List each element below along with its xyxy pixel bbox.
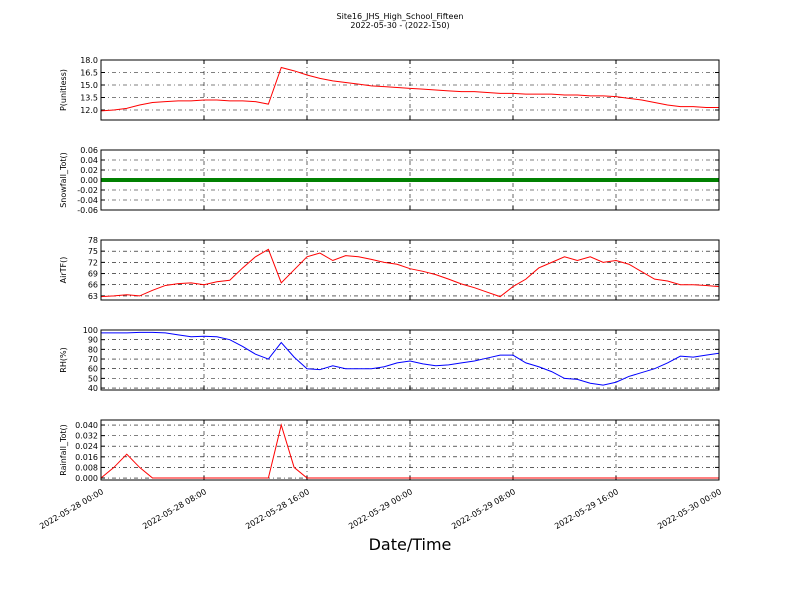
y-tick-label: 0.008 — [75, 463, 98, 472]
y-axis-label: Snowfall_Tot() — [59, 152, 68, 208]
series-line — [101, 66, 719, 112]
y-tick-label: 66 — [88, 281, 98, 290]
y-tick-label: 50 — [88, 374, 98, 383]
series-line — [101, 423, 719, 479]
chart-title: Site16_JHS_High_School_Fifteen — [337, 12, 464, 21]
y-tick-label: 0.04 — [80, 156, 98, 165]
chart-subtitle: 2022-05-30 - (2022-150) — [350, 21, 449, 30]
y-tick-label: 0.040 — [75, 421, 98, 430]
y-axis-label: P(unitless) — [59, 69, 68, 111]
y-tick-label: 63 — [88, 292, 98, 301]
y-tick-label: 0.024 — [75, 442, 98, 451]
plot-frame — [100, 149, 720, 211]
y-tick-label: 0.00 — [80, 176, 98, 185]
y-tick-label: 0.000 — [75, 474, 98, 483]
plot-frame — [100, 329, 720, 391]
y-tick-label: 40 — [88, 384, 98, 393]
y-tick-label: 75 — [88, 247, 98, 256]
y-tick-label: 80 — [88, 345, 98, 354]
y-tick-label: 13.5 — [80, 94, 98, 103]
plot-frame — [100, 419, 720, 481]
series-line — [101, 331, 719, 386]
y-tick-label: -0.06 — [77, 206, 98, 215]
y-tick-label: 69 — [88, 270, 98, 279]
plot-frame — [100, 59, 720, 121]
y-tick-label: 78 — [88, 236, 98, 245]
plot-frame — [100, 239, 720, 301]
y-tick-label: 100 — [83, 326, 98, 335]
y-tick-label: 70 — [88, 355, 98, 364]
y-tick-label: 72 — [88, 258, 98, 267]
y-tick-label: -0.04 — [77, 196, 98, 205]
y-tick-label: 18.0 — [80, 56, 98, 65]
y-tick-label: 0.02 — [80, 166, 98, 175]
y-tick-label: 12.0 — [80, 106, 98, 115]
y-axis-label: Rainfall_Tot() — [59, 424, 68, 476]
y-axis-label: RH(%) — [59, 347, 68, 372]
y-tick-label: 0.032 — [75, 432, 98, 441]
y-tick-label: 0.016 — [75, 453, 98, 462]
y-tick-label: 16.5 — [80, 69, 98, 78]
y-tick-label: -0.02 — [77, 186, 98, 195]
y-tick-label: 0.06 — [80, 146, 98, 155]
series-line — [101, 248, 719, 298]
y-tick-label: 15.0 — [80, 81, 98, 90]
y-tick-label: 90 — [88, 336, 98, 345]
y-tick-label: 60 — [88, 365, 98, 374]
y-axis-label: AirTF() — [59, 257, 68, 284]
x-axis-label: Date/Time — [369, 535, 452, 554]
